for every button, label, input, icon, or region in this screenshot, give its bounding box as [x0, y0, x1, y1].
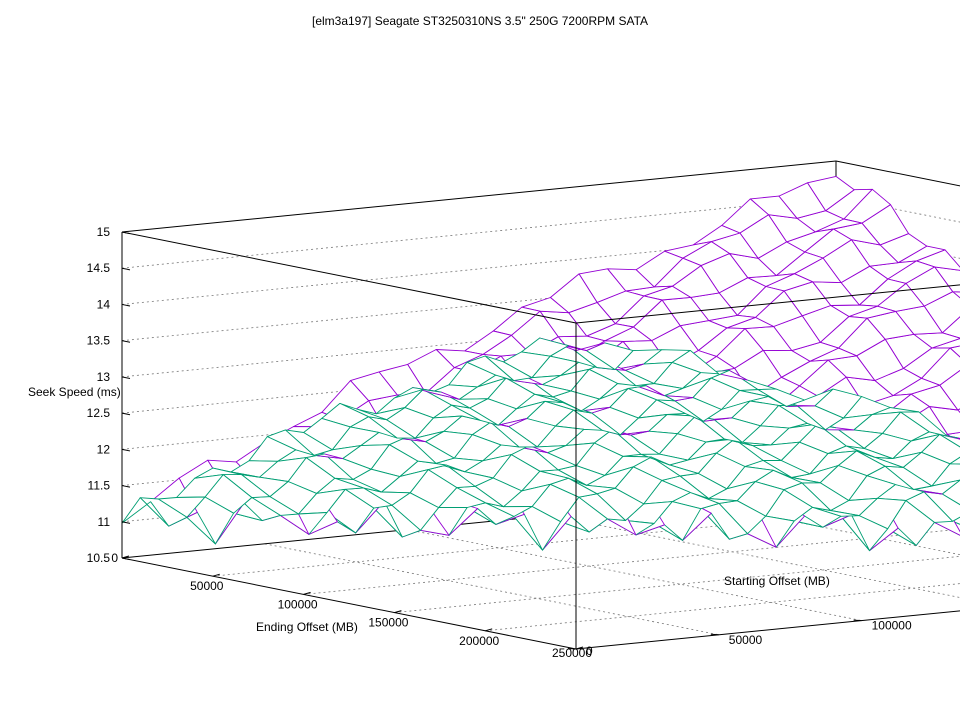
y-tick-mark — [710, 633, 719, 636]
z-tick-mark — [121, 340, 131, 343]
z-tick-label: 11 — [98, 515, 111, 529]
box-edge-front — [575, 610, 960, 650]
z-tick-mark — [121, 557, 131, 561]
z-tick-mark — [121, 412, 131, 416]
z-tick-mark — [121, 376, 131, 379]
z-tick-label: 13 — [97, 370, 111, 384]
front-box-edges — [121, 231, 960, 650]
x-tick-label: 50000 — [190, 579, 224, 593]
z-tick-label: 11.5 — [88, 479, 111, 493]
y-gridline-floor — [407, 529, 862, 621]
box-edge-front — [575, 284, 960, 324]
surface-cell — [121, 497, 170, 527]
z-tick-label: 13.5 — [87, 334, 111, 348]
z-tick-mark — [121, 485, 131, 488]
surface-mesh — [121, 175, 960, 552]
box-edge-back — [835, 160, 960, 187]
y-tick-label: 100000 — [872, 619, 912, 633]
y-tick-label: 0 — [586, 644, 593, 658]
y-tick-mark — [853, 619, 862, 622]
z-tick-label: 12 — [97, 442, 111, 456]
z-tick-mark — [121, 448, 131, 452]
z-tick-mark — [121, 267, 131, 271]
x-tick-mark — [575, 646, 584, 650]
x-axis-label: Ending Offset (MB) — [256, 620, 358, 634]
x-tick-label: 200000 — [459, 634, 499, 648]
x-tick-mark — [394, 610, 402, 614]
z-tick-label: 14 — [97, 297, 111, 311]
z-tick-label: 12.5 — [87, 406, 111, 420]
y-axis-label: Starting Offset (MB) — [724, 574, 830, 588]
z-axis-label: Seek Speed (ms) — [28, 385, 121, 399]
z-tick-mark — [121, 303, 131, 307]
z-tick-mark — [121, 521, 131, 524]
x-tick-label: 100000 — [278, 597, 318, 611]
chart-title: [elm3a197] Seagate ST3250310NS 3.5" 250G… — [312, 14, 648, 28]
x-axis-ticks: 0 50000 100000 150000 200000 250000 — [111, 551, 592, 660]
z-tick-label: 10.5 — [87, 551, 111, 565]
x-tick-mark — [121, 555, 130, 559]
z-tick-label: 15 — [97, 225, 111, 239]
z-axis-ticks: 10.5 11 11.5 12 12.5 13 13.5 14 14.5 15 — [87, 225, 131, 565]
box-edge-front — [121, 557, 577, 650]
y-gridline-floor — [693, 500, 960, 556]
x-tick-mark — [212, 573, 220, 577]
x-tick-mark — [303, 591, 311, 595]
y-gridline-floor — [264, 543, 719, 636]
x-tick-mark — [485, 628, 493, 632]
x-tick-label: 250000 — [552, 646, 592, 660]
y-tick-label: 50000 — [729, 633, 763, 647]
z-tick-mark — [121, 231, 131, 235]
grid-lines — [121, 196, 960, 636]
surface-cell — [952, 516, 960, 525]
y-gridline-floor — [550, 515, 960, 598]
box-edge-front — [121, 231, 577, 324]
z-tick-label: 14.5 — [87, 261, 111, 275]
box-edge-back — [121, 160, 837, 233]
x-tick-label: 150000 — [368, 616, 408, 630]
y-tick-mark — [567, 648, 577, 650]
x-tick-label: 0 — [111, 551, 118, 565]
